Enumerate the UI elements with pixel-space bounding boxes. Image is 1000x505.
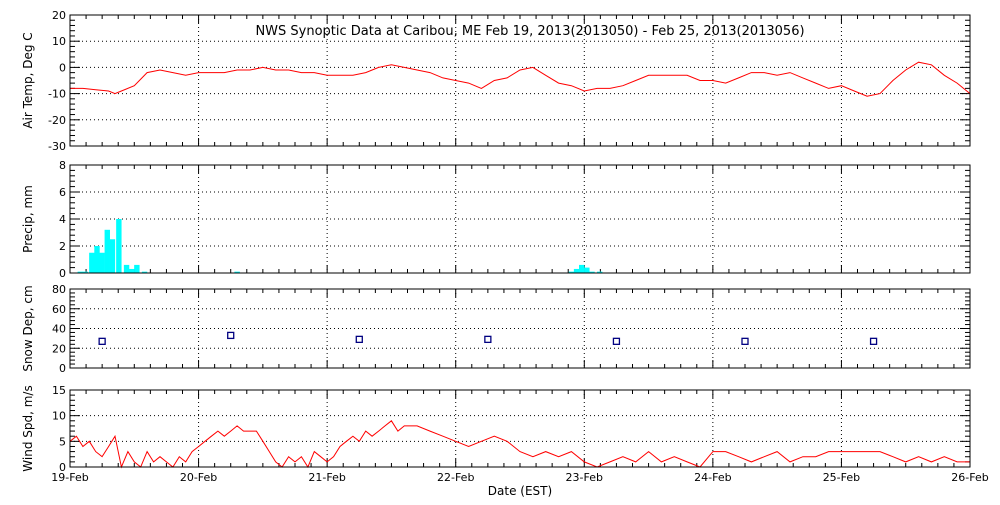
x-tick-label: 21-Feb (308, 471, 345, 484)
y-tick-label: 60 (52, 303, 66, 316)
y-tick-label: -20 (48, 114, 66, 127)
snow-marker (228, 332, 234, 338)
x-tick-label: 20-Feb (180, 471, 217, 484)
y-tick-label: 10 (52, 35, 66, 48)
precip-bar (110, 239, 115, 273)
y-tick-label: 6 (59, 186, 66, 199)
y-tick-label: 8 (59, 159, 66, 172)
y-tick-label: 5 (59, 435, 66, 448)
panel-precip: 8 6 4 2 0 Precip, mm (21, 159, 970, 280)
panel-frame (70, 390, 970, 467)
precip-bar (579, 265, 584, 273)
y-axis-label: Air Temp, Deg C (21, 32, 35, 128)
precip-bar (116, 219, 121, 273)
y-tick-label: 2 (59, 240, 66, 253)
x-tick-label: 26-Feb (951, 471, 988, 484)
series-line-wind-speed (70, 421, 970, 467)
y-tick-label: 20 (52, 9, 66, 22)
snow-marker (356, 336, 362, 342)
snow-marker (871, 338, 877, 344)
y-tick-label: 0 (59, 267, 66, 280)
x-tick-label: 25-Feb (823, 471, 860, 484)
snow-marker (99, 338, 105, 344)
panel-snow-depth: 80 60 40 20 0 Snow Dep, cm (21, 283, 970, 375)
snow-marker (742, 338, 748, 344)
precip-bar (584, 268, 589, 273)
y-tick-label: 4 (59, 213, 66, 226)
y-tick-label: 20 (52, 342, 66, 355)
precip-bar (574, 269, 579, 273)
chart-title: NWS Synoptic Data at Caribou, ME Feb 19,… (255, 24, 804, 39)
y-axis-label: Snow Dep, cm (21, 285, 35, 371)
precip-bar (89, 253, 94, 273)
y-tick-label: 0 (59, 61, 66, 74)
y-tick-label: 80 (52, 283, 66, 296)
y-tick-label: 0 (59, 362, 66, 375)
x-tick-label: 23-Feb (566, 471, 603, 484)
snow-marker (613, 338, 619, 344)
snow-marker (485, 336, 491, 342)
precip-bar (124, 265, 129, 273)
y-tick-label: 10 (52, 410, 66, 423)
y-tick-label: 15 (52, 384, 66, 397)
precip-bar (105, 230, 110, 273)
x-tick-label: 19-Feb (51, 471, 88, 484)
y-tick-label: -10 (48, 88, 66, 101)
precip-bar (129, 269, 134, 273)
y-axis-label: Wind Spd, m/s (21, 385, 35, 471)
y-tick-label: 40 (52, 323, 66, 336)
precip-bar (94, 246, 99, 273)
x-tick-label: 22-Feb (437, 471, 474, 484)
y-tick-label: -30 (48, 140, 66, 153)
precip-bar (99, 253, 104, 273)
x-tick-label: 24-Feb (694, 471, 731, 484)
precip-bar (134, 265, 139, 273)
x-axis-label: Date (EST) (488, 484, 552, 498)
y-axis-label: Precip, mm (21, 185, 35, 253)
